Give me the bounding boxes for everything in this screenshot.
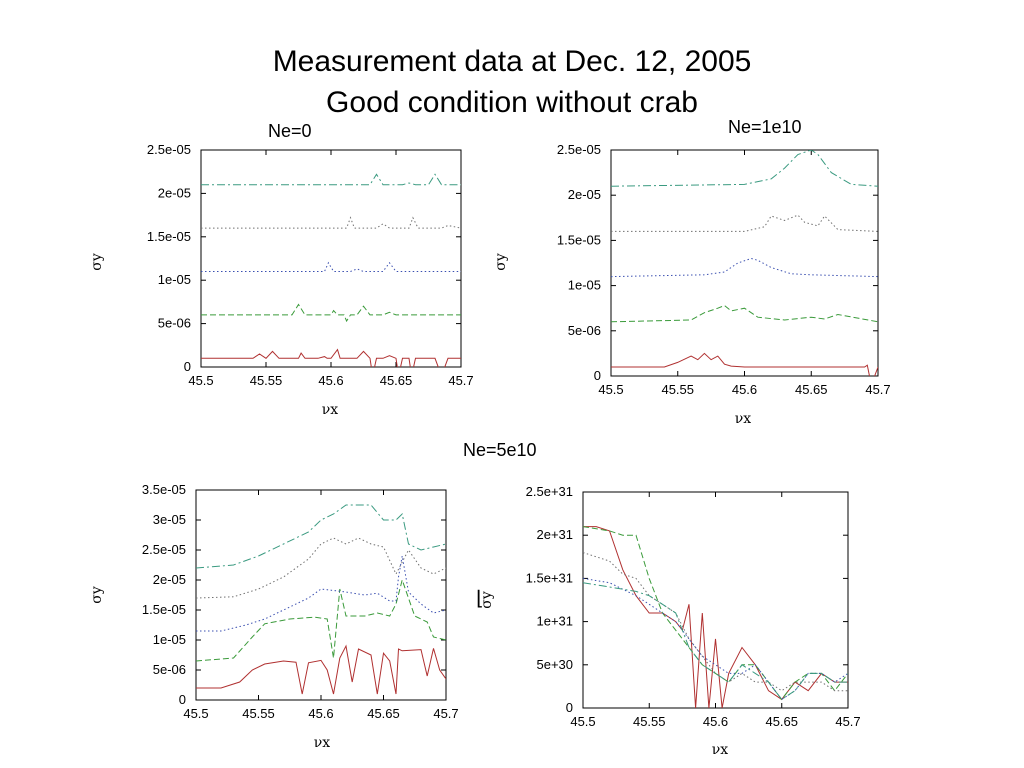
- series-line-red: [611, 352, 878, 376]
- chart-2: 45.5 45.55 45.6 45.65 45.7 0 5e-06 1e-05 1.5e-05…: [493, 142, 891, 427]
- y-tick-label: 2e-05: [153, 572, 186, 587]
- x-tick-label: 45.5: [570, 714, 595, 729]
- y-tick-label: 0: [179, 692, 186, 707]
- plot-frame: [200, 149, 462, 368]
- x-tick-label: 45.5: [598, 382, 623, 397]
- x-tick-label: 45.5: [188, 373, 213, 388]
- series-line-red: [201, 348, 461, 367]
- x-tick-label: 45.6: [732, 382, 757, 397]
- plot-frame: [195, 489, 447, 701]
- x-tick-label: 45.7: [835, 714, 860, 729]
- y-tick-label: 5e-06: [568, 323, 601, 338]
- x-tick-label: 45.5: [183, 706, 208, 721]
- stray-bracket-glyph: ⌊: [476, 588, 484, 610]
- label-ne1e10: Ne=1e10: [728, 117, 802, 137]
- label-ne5e10: Ne=5e10: [463, 440, 537, 460]
- series-line-green: [201, 303, 461, 323]
- y-tick-label: 3e-05: [153, 512, 186, 527]
- series-line-blue: [201, 261, 461, 272]
- series-line-teal: [201, 173, 461, 186]
- label-ne0: Ne=0: [268, 121, 312, 141]
- series-line-blue: [583, 577, 848, 701]
- slide-title-line2: Good condition without crab: [326, 86, 698, 119]
- x-tick-label: 45.55: [242, 706, 275, 721]
- y-axis-label: σy: [479, 591, 495, 609]
- x-tick-label: 45.65: [765, 714, 798, 729]
- y-tick-label: 3.5e-05: [142, 482, 186, 497]
- y-tick-label: 5e+30: [536, 657, 573, 672]
- x-tick-label: 45.6: [703, 714, 728, 729]
- y-tick-label: 5e-06: [153, 662, 186, 677]
- series-line-blue: [611, 257, 878, 278]
- y-tick-label: 1.5e+31: [526, 570, 573, 585]
- x-tick-label: 45.65: [367, 706, 400, 721]
- y-tick-label: 2.5e-05: [142, 542, 186, 557]
- x-axis-label: νx: [314, 735, 331, 751]
- y-tick-label: 1e-05: [153, 632, 186, 647]
- y-tick-label: 2.5e+31: [526, 484, 573, 499]
- x-tick-label: 45.7: [433, 706, 458, 721]
- x-axis-label: νx: [322, 402, 339, 418]
- y-tick-label: 2e-05: [158, 185, 191, 200]
- series-line-gray: [196, 537, 446, 599]
- series-line-gray: [201, 216, 461, 229]
- y-tick-label: 2e+31: [536, 527, 573, 542]
- x-tick-label: 45.7: [448, 373, 473, 388]
- series-line-green: [196, 578, 446, 662]
- y-tick-label: 1e+31: [536, 614, 573, 629]
- y-tick-label: 0: [184, 359, 191, 374]
- x-tick-label: 45.65: [795, 382, 828, 397]
- y-tick-label: 1e-05: [568, 278, 601, 293]
- series-line-red: [196, 644, 446, 695]
- series-line-teal: [196, 504, 446, 569]
- series-line-gray: [611, 214, 878, 232]
- x-tick-label: 45.65: [380, 373, 413, 388]
- x-axis-label: νx: [712, 742, 729, 758]
- y-tick-label: 1.5e-05: [142, 602, 186, 617]
- series-line-gray: [583, 552, 848, 692]
- series-line-green: [611, 304, 878, 323]
- series-line-blue: [196, 555, 446, 632]
- plot-frame: [582, 491, 849, 709]
- y-tick-label: 2.5e-05: [147, 142, 191, 157]
- y-tick-label: 0: [566, 700, 573, 715]
- y-tick-label: 2e-05: [568, 187, 601, 202]
- series-line-teal: [583, 582, 848, 701]
- y-tick-label: 0: [594, 368, 601, 383]
- y-tick-label: 5e-06: [158, 316, 191, 331]
- x-tick-label: 45.55: [633, 714, 666, 729]
- series-line-red: [583, 526, 848, 708]
- y-axis-label: σy: [493, 253, 509, 271]
- x-tick-label: 45.55: [250, 373, 283, 388]
- x-tick-label: 45.6: [318, 373, 343, 388]
- chart-3: 45.5 45.55 45.6 45.65 45.7 0 5e-06 1e-05 1.5e-05…: [89, 482, 459, 751]
- y-tick-label: 1.5e-05: [557, 232, 601, 247]
- x-tick-label: 45.7: [865, 382, 890, 397]
- y-tick-label: 1e-05: [158, 272, 191, 287]
- x-tick-label: 45.55: [661, 382, 694, 397]
- series-line-teal: [611, 150, 878, 187]
- x-tick-label: 45.6: [308, 706, 333, 721]
- y-axis-label: σy: [89, 586, 105, 604]
- chart-1: 45.5 45.55 45.6 45.65 45.7 0 5e-06 1e-05 1.5e-05…: [89, 142, 474, 418]
- chart-4: 45.5 45.55 45.6 45.65 45.7 0 5e+30 1e+31 1.5e+31…: [479, 484, 861, 758]
- slide-title-line1: Measurement data at Dec. 12, 2005: [272, 45, 752, 78]
- x-axis-label: νx: [735, 411, 752, 427]
- y-tick-label: 1.5e-05: [147, 229, 191, 244]
- y-tick-label: 2.5e-05: [557, 142, 601, 157]
- y-axis-label: σy: [89, 253, 105, 271]
